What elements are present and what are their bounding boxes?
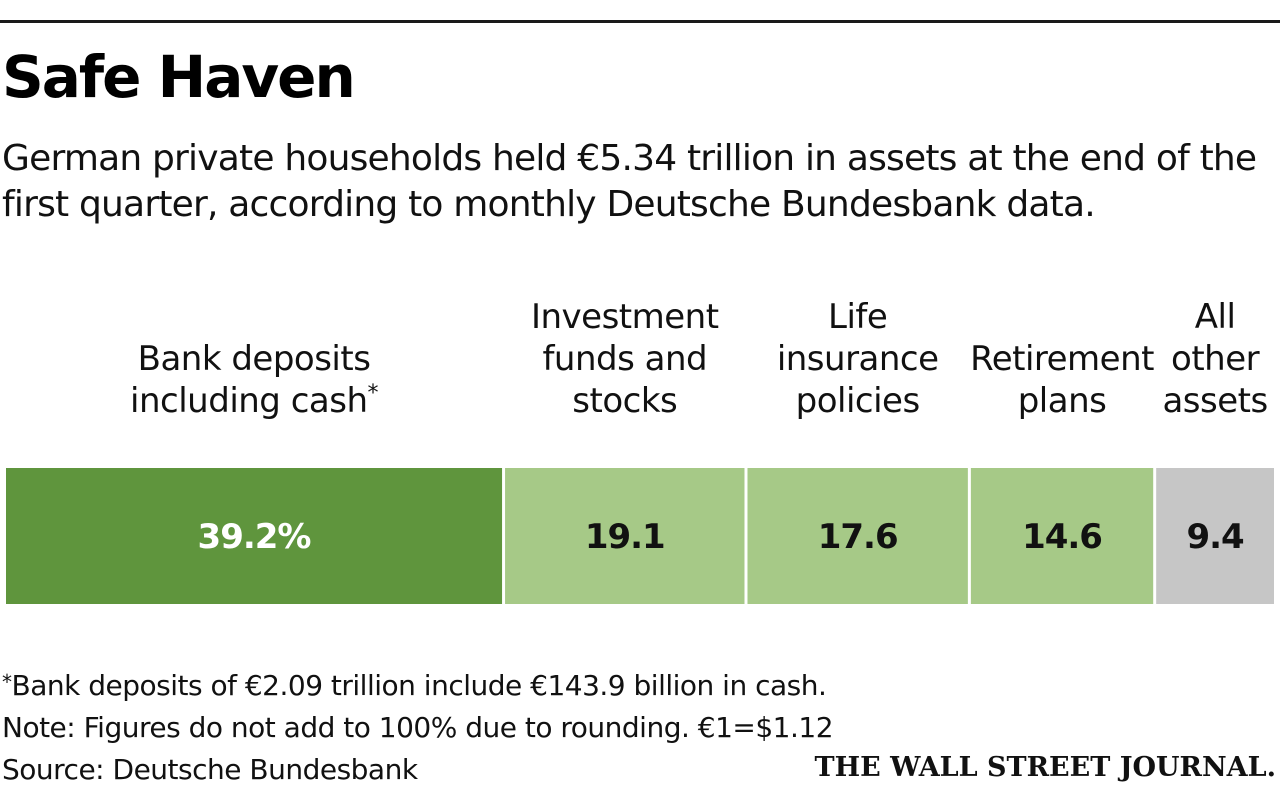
data-label-5: 9.4 — [1186, 517, 1244, 557]
category-label-5: All other assets — [1162, 297, 1267, 421]
footnote: *Bank deposits of €2.09 trillion include… — [2, 669, 827, 702]
bar-segment-3 — [747, 468, 968, 604]
data-label-1: 39.2% — [198, 517, 311, 557]
rounding-note: Note: Figures do not add to 100% due to … — [2, 711, 834, 744]
data-label-2: 19.1 — [585, 517, 665, 557]
bar-segment-4 — [970, 468, 1154, 604]
category-label-4: Retirement plans — [970, 339, 1154, 421]
footnote-mark: * — [2, 670, 12, 694]
category-label-2: Investment funds and stocks — [531, 297, 719, 421]
top-rule — [0, 20, 1280, 23]
publisher-logo: THE WALL STREET JOURNAL. — [814, 752, 1276, 783]
category-label-1: Bank deposits including cash* — [130, 339, 378, 421]
data-label-4: 14.6 — [1022, 517, 1102, 557]
bar-segment-1 — [6, 468, 503, 604]
chart-subtitle: German private households held €5.34 tri… — [2, 138, 1257, 225]
stacked-bar-chart: 39.2% Bank deposits including cash* 19.1 Inv… — [6, 297, 1274, 604]
footnote-text: Bank deposits of €2.09 trillion include … — [11, 669, 827, 702]
category-label-3: Life insurance policies — [777, 297, 939, 421]
chart-title: Safe Haven — [2, 43, 356, 111]
source-note: Source: Deutsche Bundesbank — [2, 753, 418, 786]
bar-segment-2 — [505, 468, 745, 604]
data-label-3: 17.6 — [818, 517, 898, 557]
bar-segment-5 — [1156, 468, 1274, 604]
